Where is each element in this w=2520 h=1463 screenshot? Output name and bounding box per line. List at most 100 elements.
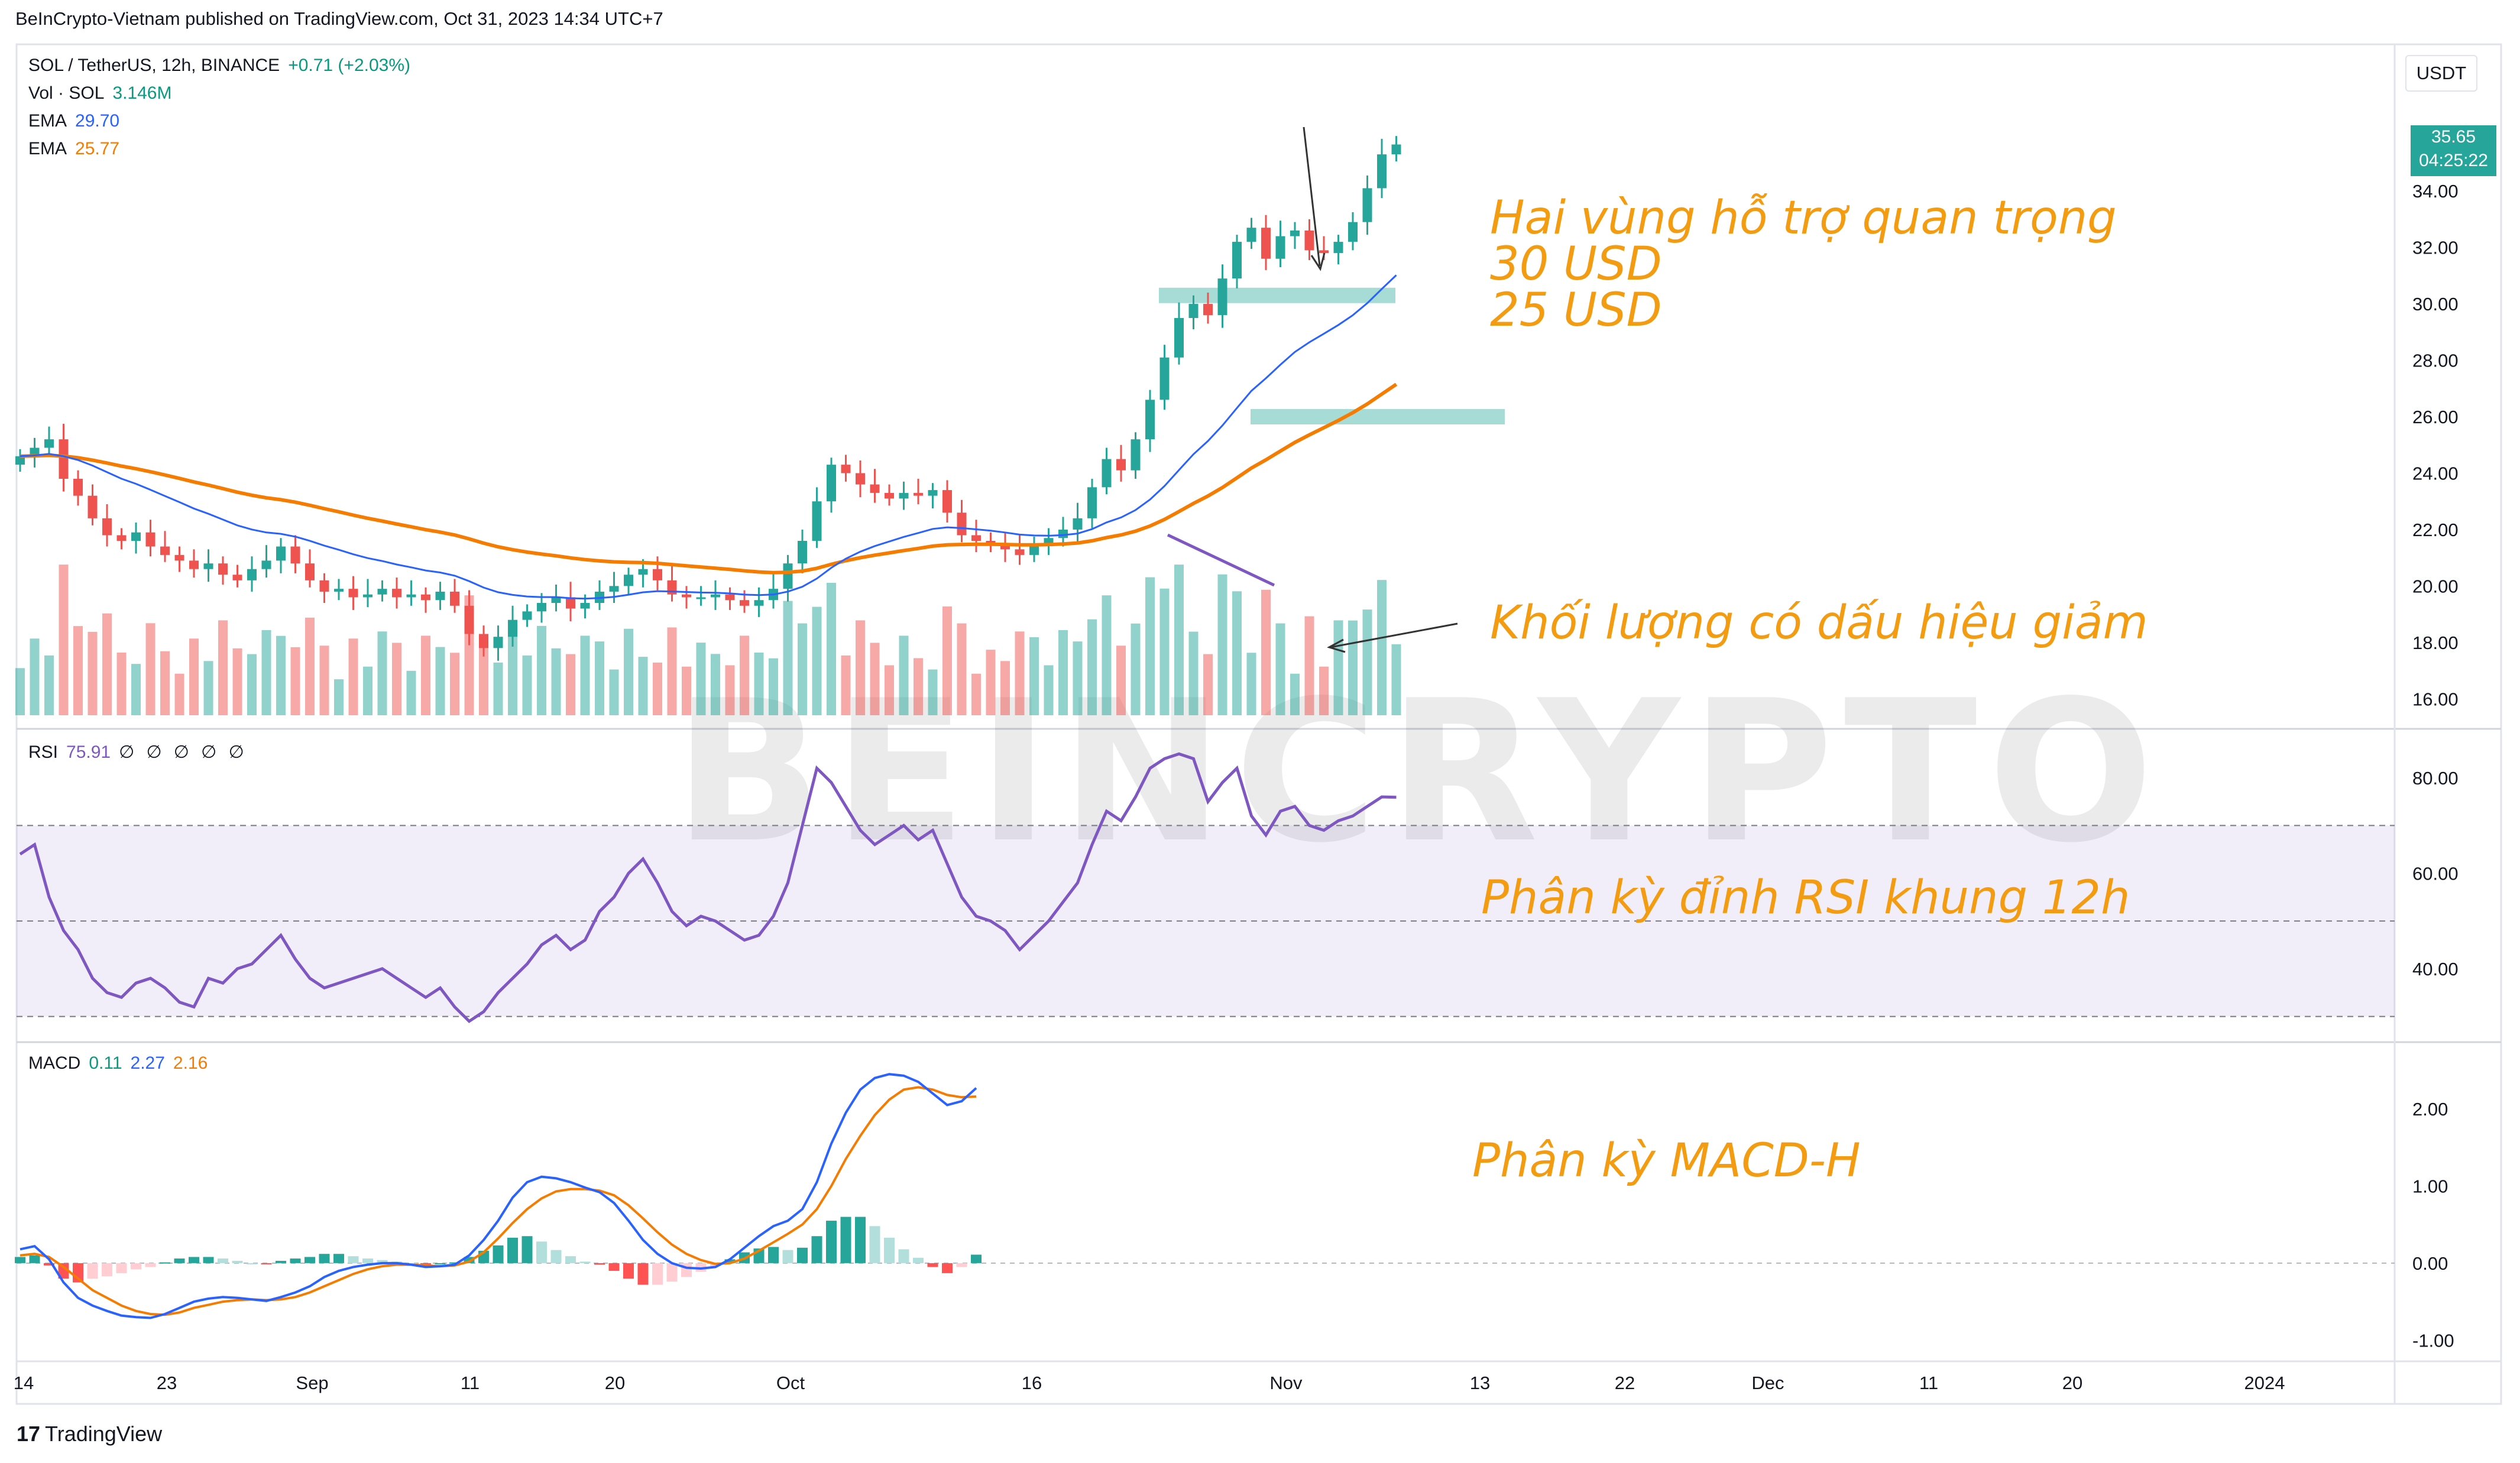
annotation-support-30: 30 USD: [1490, 238, 1662, 291]
symbol-legend[interactable]: SOL / TetherUS, 12h, BINANCE +0.71 (+2.03…: [28, 56, 419, 76]
time-tick-label: 13: [1470, 1373, 1490, 1393]
volume-bar: [1174, 565, 1184, 715]
volume-bar: [957, 623, 967, 715]
ema-slow-label: EMA: [28, 139, 67, 158]
volume-legend[interactable]: Vol · SOL 3.146M: [28, 83, 180, 103]
time-tick-label: 14: [14, 1373, 34, 1393]
macd-histogram-bar: [971, 1254, 982, 1263]
candle-body: [421, 594, 430, 601]
candle-body: [88, 495, 98, 518]
price-tick-label: 18.00: [2412, 632, 2459, 653]
candle-body: [218, 563, 228, 575]
candle-body: [537, 603, 546, 612]
macd-histogram-bar: [29, 1255, 40, 1263]
volume-bar: [566, 654, 575, 715]
candle-body: [450, 591, 459, 606]
candle-body: [479, 634, 488, 648]
candle-body: [580, 603, 590, 609]
volume-bar: [319, 645, 329, 715]
candle-body: [624, 575, 633, 586]
price-tick-label: 16.00: [2412, 689, 2459, 709]
candle-body: [914, 492, 923, 496]
candle-body: [508, 619, 517, 637]
candle-body: [885, 492, 894, 499]
candle-body: [1203, 304, 1213, 316]
volume-bar: [102, 613, 112, 715]
price-tick-label: 28.00: [2412, 351, 2459, 371]
candle-body: [203, 563, 213, 569]
vol-value: 3.146M: [112, 83, 172, 103]
ema-fast-legend[interactable]: EMA 29.70: [28, 111, 128, 131]
price-tick-label: 24.00: [2412, 463, 2459, 484]
annotation-macd: Phân kỳ MACD-H: [1472, 1134, 1861, 1188]
volume-bar: [1348, 620, 1358, 715]
volume-bar: [783, 601, 793, 715]
macd-histogram-bar: [898, 1249, 909, 1263]
macd-tick-label: 1.00: [2412, 1176, 2448, 1196]
candle-body: [1232, 242, 1242, 279]
volume-bar: [899, 635, 909, 715]
volume-bar: [1362, 609, 1372, 715]
macd-histogram-bar: [927, 1263, 938, 1267]
macd-legend[interactable]: MACD 0.11 2.27 2.16: [28, 1053, 216, 1073]
volume-bar: [348, 638, 358, 715]
macd-histogram-bar: [623, 1263, 634, 1279]
volume-bar: [798, 623, 807, 715]
footer-brand[interactable]: 17 TradingView: [17, 1422, 162, 1446]
macd-histogram-bar: [579, 1261, 591, 1263]
ema-slow-legend[interactable]: EMA 25.77: [28, 139, 128, 159]
macd-histogram-bar: [840, 1217, 851, 1263]
chart-border: [15, 43, 2502, 1405]
volume-bar: [986, 650, 996, 715]
time-tick-label: Nov: [1269, 1373, 1303, 1393]
volume-bars: [15, 565, 1401, 715]
trend-drawings: [1167, 126, 1458, 653]
volume-bar: [1391, 644, 1401, 715]
volume-bar: [942, 606, 952, 715]
volume-bar: [1000, 661, 1010, 715]
ema-slow-line: [20, 382, 1398, 575]
volume-bar: [131, 664, 141, 715]
candle-body: [1333, 242, 1343, 254]
volume-bar: [696, 643, 706, 715]
macd-histogram-bar: [44, 1263, 54, 1266]
candle-body: [189, 560, 199, 569]
macd-histogram-bar: [145, 1263, 156, 1267]
candle-body: [1116, 459, 1126, 471]
candle-body: [551, 597, 561, 603]
arrow-down-line: [1303, 126, 1321, 267]
macd-hist-value: 0.11: [89, 1053, 122, 1073]
macd-histogram-bar: [724, 1259, 736, 1263]
vol-label: Vol · SOL: [28, 83, 105, 103]
volume-bar: [261, 630, 271, 715]
tradingview-logo-icon: 17: [17, 1422, 41, 1446]
candle-body: [1159, 357, 1170, 400]
rsi-legend[interactable]: RSI 75.91 ∅ ∅ ∅ ∅ ∅: [28, 742, 256, 763]
macd-histogram-bar: [174, 1258, 185, 1263]
volume-bar: [522, 655, 532, 715]
rsi-circles: ∅ ∅: [119, 742, 166, 762]
macd-histogram-bar: [507, 1237, 518, 1263]
candle-body: [1087, 487, 1097, 518]
rsi-tick-label: 80.00: [2412, 768, 2459, 789]
chart-frame: [15, 43, 2502, 1405]
candle-body: [1015, 549, 1025, 555]
time-tick-label: 11: [461, 1373, 480, 1393]
macd-histogram-bar: [15, 1257, 25, 1263]
candle-body: [1131, 439, 1141, 471]
candle-body: [1000, 543, 1010, 550]
volume-bar: [450, 653, 459, 715]
symbol-title: SOL / TetherUS, 12h, BINANCE: [28, 56, 280, 75]
volume-bar: [682, 666, 691, 715]
candle-body: [986, 541, 996, 544]
macd-histogram-bar: [594, 1263, 605, 1265]
currency-button[interactable]: USDT: [2405, 55, 2477, 92]
candle-body: [160, 546, 170, 555]
time-tick-label: Dec: [1751, 1373, 1784, 1393]
candle-body: [276, 546, 286, 561]
volume-bar: [1015, 631, 1025, 715]
macd-histogram-bar: [913, 1257, 924, 1263]
candle-body: [754, 600, 764, 606]
arrow-left-head: [1327, 638, 1346, 653]
